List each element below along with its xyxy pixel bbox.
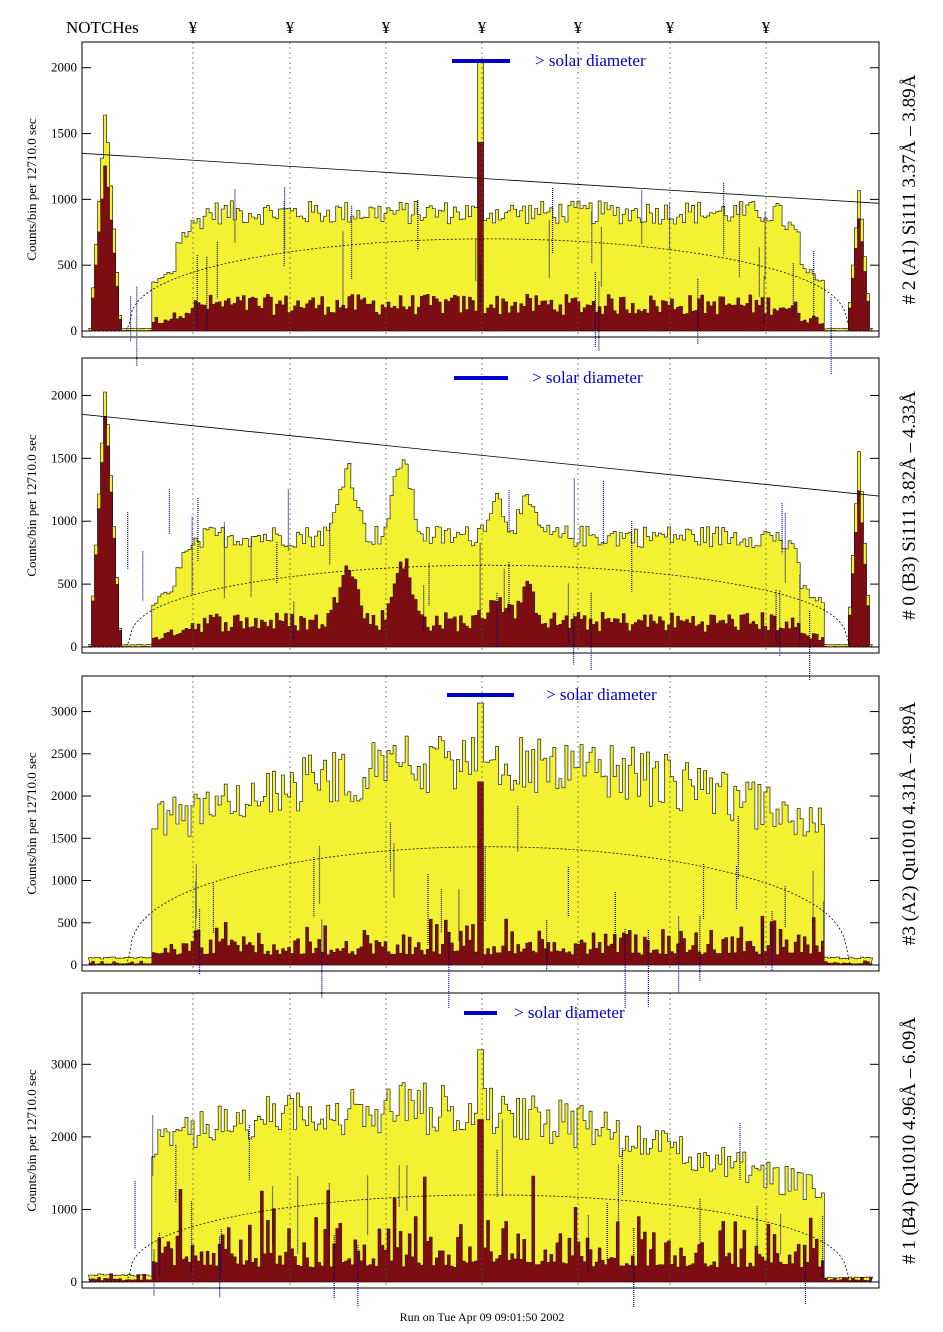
y-tick-label: 3000 xyxy=(51,1056,77,1071)
y-tick-label: 1500 xyxy=(51,126,77,141)
background-spectrum-area xyxy=(88,416,873,648)
panel-1: 0 500 1000 1500 2000 Counts/bin per 12710.0 s… xyxy=(24,41,920,375)
model-dotted-curve xyxy=(90,1194,871,1283)
model-dotted-curve xyxy=(90,238,871,332)
notch-marker-4: ¥ xyxy=(478,18,487,37)
y-tick-label: 1000 xyxy=(51,513,77,528)
y-tick-label: 0 xyxy=(71,957,78,972)
y-tick-label: 1500 xyxy=(51,450,77,465)
panel-2: 0 500 1000 1500 2000 Counts/bin per 12710.0 s… xyxy=(24,357,920,681)
y-tick-label: 2500 xyxy=(51,746,77,761)
y-tick-label: 1500 xyxy=(51,830,77,845)
plot-frame xyxy=(81,675,880,972)
notches-header: NOTCHes ¥ ¥ ¥ ¥ ¥ ¥ ¥ xyxy=(66,18,771,37)
detector-label: # 0 (B3) Si111 3.82Å – 4.33Å xyxy=(899,391,920,620)
notches-label: NOTCHes xyxy=(66,18,139,37)
y-axis-label: Counts/bin per 12710.0 sec xyxy=(24,434,39,576)
y-tick-label: 500 xyxy=(58,257,78,272)
y-tick-label: 0 xyxy=(71,639,78,654)
trend-line xyxy=(81,152,880,204)
solar-diameter-legend: > solar diameter xyxy=(514,1003,625,1022)
panel-3: 0 500 1000 1500 2000 2500 3000 Counts/bin per 1… xyxy=(24,675,920,1008)
y-tick-label: 3000 xyxy=(51,704,77,719)
detector-label: # 1 (B4) Qu1010 4.96Å – 6.09Å xyxy=(899,1017,920,1264)
run-timestamp: Run on Tue Apr 09 09:01:50 2002 xyxy=(400,1310,565,1324)
solar-diameter-legend: > solar diameter xyxy=(532,368,643,387)
y-tick-label: 2000 xyxy=(51,387,77,402)
model-dotted-curve xyxy=(90,846,871,966)
trend-line xyxy=(81,413,880,497)
notch-marker-7: ¥ xyxy=(762,18,771,37)
y-tick-label: 0 xyxy=(71,1274,78,1289)
notch-marker-2: ¥ xyxy=(286,18,295,37)
y-tick-label: 1000 xyxy=(51,191,77,206)
notch-marker-5: ¥ xyxy=(574,18,583,37)
y-tick-label: 2000 xyxy=(51,1129,77,1144)
solar-diameter-legend: > solar diameter xyxy=(546,685,657,704)
y-tick-label: 2000 xyxy=(51,60,77,75)
notch-marker-1: ¥ xyxy=(189,18,198,37)
model-dotted-curve xyxy=(90,564,871,648)
y-tick-label: 0 xyxy=(71,323,78,338)
y-axis-label: Counts/bin per 12710.0 sec xyxy=(24,752,39,894)
background-spectrum-area xyxy=(88,1119,873,1283)
panel-4: 0 1000 2000 3000 Counts/bin per 12710.0 sec #… xyxy=(24,992,920,1308)
y-tick-label: 1000 xyxy=(51,873,77,888)
panels: 0 500 1000 1500 2000 Counts/bin per 12710.0 s… xyxy=(24,41,920,1308)
background-spectrum-area xyxy=(88,141,873,332)
detector-label: #3 (A2) Qu1010 4.31Å – 4.89Å xyxy=(899,702,920,946)
notch-marker-6: ¥ xyxy=(666,18,675,37)
notch-marker-3: ¥ xyxy=(382,18,391,37)
y-axis-label: Counts/bin per 12710.0 sec xyxy=(24,118,39,260)
plot-frame xyxy=(81,41,880,338)
y-tick-label: 2000 xyxy=(51,788,77,803)
background-spectrum-area xyxy=(88,781,874,966)
y-tick-label: 500 xyxy=(58,915,78,930)
y-tick-label: 1000 xyxy=(51,1201,77,1216)
y-axis-label: Counts/bin per 12710.0 sec xyxy=(24,1069,39,1211)
y-tick-label: 500 xyxy=(58,576,78,591)
detector-label: # 2 (A1) Si111 3.37Å – 3.89Å xyxy=(899,74,920,304)
total-spectrum-area xyxy=(87,391,874,648)
plot-frame xyxy=(81,357,880,654)
solar-diameter-legend: > solar diameter xyxy=(535,51,646,70)
plot-frame xyxy=(81,992,880,1289)
